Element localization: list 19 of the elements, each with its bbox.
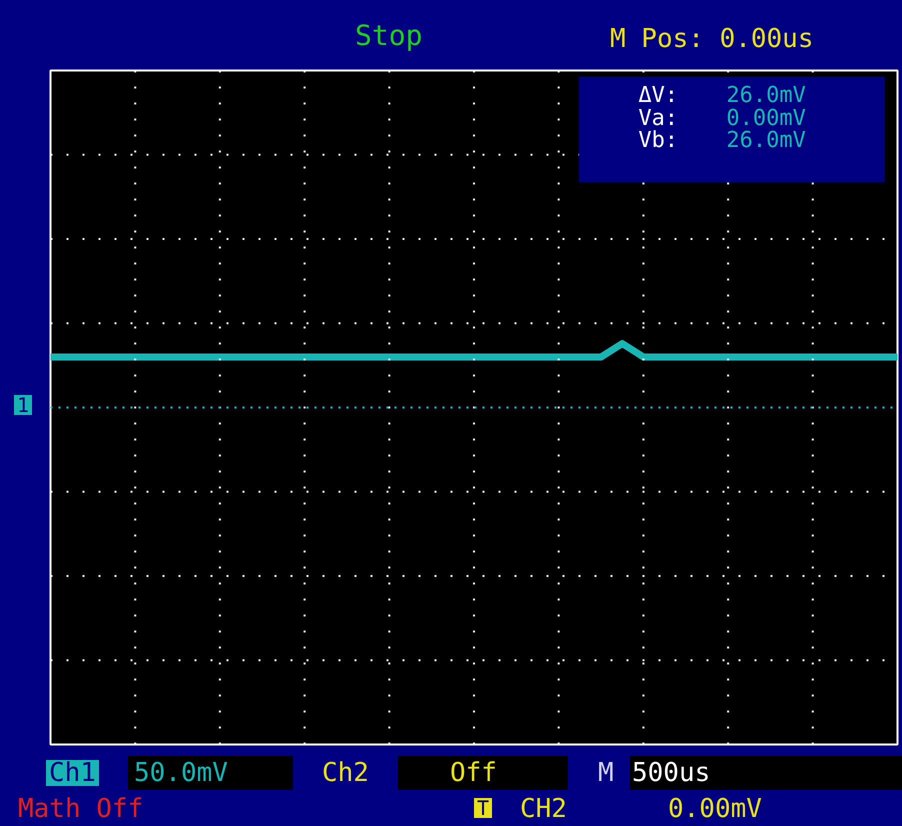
text: 1 xyxy=(14,393,32,417)
text: Vb: xyxy=(638,128,678,154)
text: Va: xyxy=(638,106,678,131)
text: 0.00mV xyxy=(726,106,806,131)
text: ΔV: xyxy=(638,82,678,108)
text: 50.0mV xyxy=(134,758,228,788)
text: Ch2 xyxy=(322,758,369,788)
text: CH2 xyxy=(520,794,567,824)
text: Stop xyxy=(355,19,422,52)
text: Math Off xyxy=(18,794,144,824)
text: 26.0mV xyxy=(726,82,806,108)
text: 500us xyxy=(632,758,710,788)
text: 26.0mV xyxy=(726,128,806,154)
text: T xyxy=(474,796,492,820)
text: Ch1 xyxy=(46,758,99,788)
text: M xyxy=(598,758,614,788)
text: M Pos: 0.00us xyxy=(610,24,814,54)
text: 0.00mV xyxy=(668,794,762,824)
text: Off xyxy=(450,758,497,788)
